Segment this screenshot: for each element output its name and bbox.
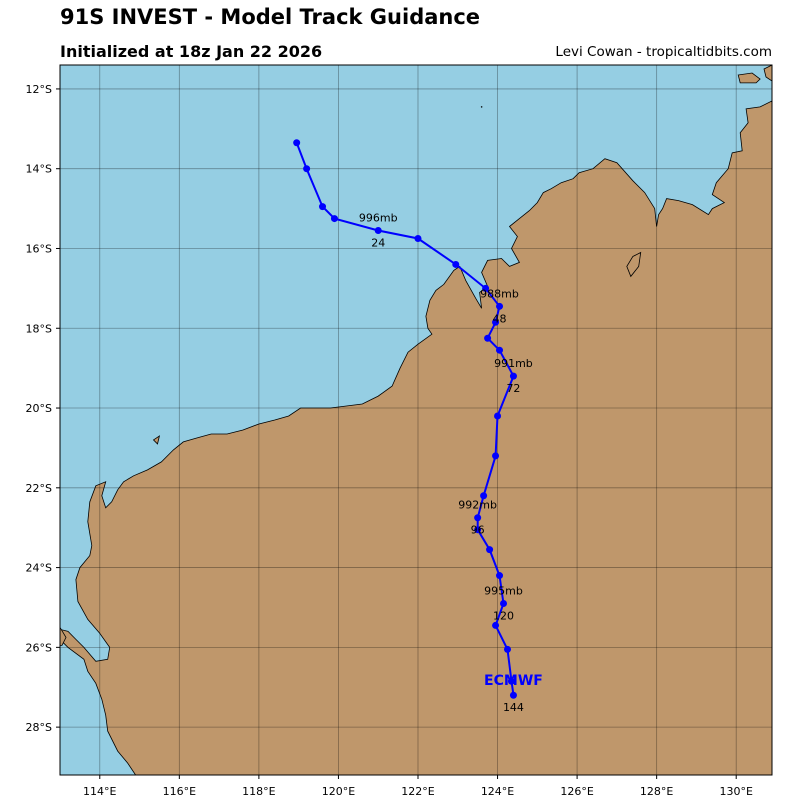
lat-tick-label: 14°S [26, 163, 52, 176]
lat-tick-label: 24°S [26, 562, 52, 575]
track-point [452, 260, 460, 268]
pressure-label: 991mb [494, 357, 533, 370]
track-point [496, 572, 504, 580]
lon-tick-label: 126°E [560, 785, 593, 798]
lat-tick-label: 26°S [26, 641, 52, 654]
track-point [480, 492, 488, 500]
lat-tick-label: 18°S [26, 322, 52, 335]
pressure-label: 988mb [480, 287, 519, 300]
track-point [492, 452, 500, 460]
storm-track [293, 139, 517, 699]
island [763, 65, 772, 82]
model-name-label: ECMWF [484, 673, 543, 689]
forecast-hour-label: 120 [493, 609, 514, 622]
island [626, 251, 642, 278]
pressure-label: 992mb [458, 499, 497, 512]
chart-subtitle: Initialized at 18z Jan 22 2026 [60, 42, 323, 61]
lat-tick-label: 28°S [26, 721, 52, 734]
pressure-label: 996mb [359, 212, 398, 225]
lat-tick-label: 22°S [26, 482, 52, 495]
lat-tick-label: 20°S [26, 402, 52, 415]
track-point [492, 318, 500, 326]
lat-tick-label: 16°S [26, 242, 52, 255]
australia-landmass [60, 100, 772, 775]
lon-tick-label: 122°E [401, 785, 434, 798]
forecast-hour-label: 144 [503, 701, 524, 714]
lon-tick-label: 118°E [242, 785, 275, 798]
track-point [474, 514, 482, 522]
track-point [500, 599, 508, 607]
map-frame [59, 64, 773, 776]
lon-tick-label: 124°E [481, 785, 514, 798]
lon-tick-label: 116°E [163, 785, 196, 798]
land-layer [60, 65, 772, 775]
track-point [414, 235, 422, 243]
track-point [482, 284, 490, 292]
chart-title: 91S INVEST - Model Track Guidance [60, 5, 481, 29]
track-point [509, 372, 517, 380]
axis-ticks: 114°E 116°E 118°E 120°E 122°E 124°E 126°E 128°E… [26, 83, 753, 798]
track-point [293, 139, 301, 147]
lon-tick-label: 120°E [322, 785, 355, 798]
track-point [374, 227, 382, 235]
island [737, 72, 761, 84]
forecast-hour-label: 48 [493, 312, 507, 325]
track-point [486, 546, 494, 554]
credit-text: Levi Cowan - tropicaltidbits.com [555, 44, 772, 60]
track-labels: 996mb 988mb 991mb 992mb 995mb 24 48 72 96 120 144 E… [359, 212, 543, 715]
track-point [494, 412, 502, 420]
islet-dot [480, 106, 483, 108]
track-point [319, 203, 327, 211]
track-point [509, 691, 517, 699]
island [152, 435, 161, 445]
forecast-hour-label: 24 [371, 237, 385, 250]
forecast-hour-label: 72 [506, 382, 520, 395]
track-point [492, 621, 500, 629]
lon-tick-label: 130°E [719, 785, 752, 798]
lon-tick-label: 114°E [83, 785, 116, 798]
track-point [503, 645, 511, 653]
track-point [474, 526, 482, 534]
track-point [330, 215, 338, 223]
track-point [303, 165, 311, 173]
gridlines [60, 65, 772, 775]
track-point [507, 677, 515, 685]
track-point [484, 334, 492, 342]
forecast-hour-label: 96 [471, 524, 485, 537]
track-point [496, 302, 504, 310]
lon-tick-label: 128°E [640, 785, 673, 798]
track-point [496, 346, 504, 354]
lat-tick-label: 12°S [26, 83, 52, 96]
pressure-label: 995mb [484, 584, 523, 597]
island [60, 626, 67, 646]
